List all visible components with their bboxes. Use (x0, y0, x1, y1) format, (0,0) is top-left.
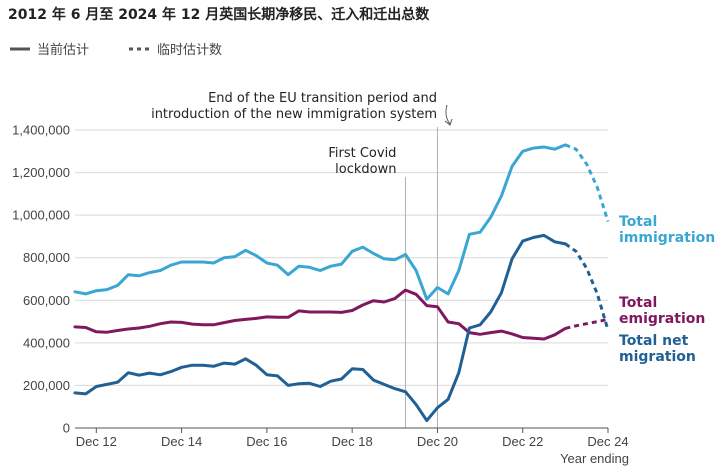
legend-provisional-estimate-label: 临时估计数 (157, 43, 222, 58)
eu-annotation-arrowhead (444, 118, 453, 126)
eu-annotation-line2: introduction of the new immigration syst… (151, 107, 437, 122)
axes: 0 200,000 400,000 600,000 800,000 1,000,000 1,… (12, 123, 629, 467)
series-line-emigration-provisional (565, 317, 609, 330)
y-tick-label: 400,000 (23, 335, 70, 350)
series-line-emigration (73, 288, 567, 341)
x-tick-label: Dec 18 (332, 434, 373, 449)
y-tick-label: 200,000 (23, 378, 70, 393)
x-tick-label: Dec 12 (76, 434, 117, 449)
y-tick-label: 600,000 (23, 293, 70, 308)
x-axis-title: Year ending (560, 451, 629, 466)
series-lines (73, 143, 610, 423)
gridlines (75, 129, 608, 386)
series-line-net-provisional (564, 242, 610, 331)
x-tick-label: Dec 22 (502, 434, 543, 449)
y-tick-label: 1,400,000 (12, 123, 70, 138)
series-label-emigration-line1: Total (619, 295, 657, 311)
chart-title: 2012 年 6 月至 2024 年 12 月英国长期净移民、迁入和迁出总数 (8, 6, 430, 23)
covid-annotation-line1: First Covid (328, 146, 396, 161)
legend-current-estimate-label: 当前估计 (37, 42, 89, 58)
covid-annotation-line2: lockdown (335, 162, 396, 177)
series-label-immigration-line1: Total (619, 214, 657, 230)
x-tick-label: Dec 16 (246, 434, 287, 449)
y-tick-label: 1,000,000 (12, 208, 70, 223)
eu-annotation-arrow (445, 104, 451, 125)
series-line-immigration (73, 143, 567, 301)
series-line-net (73, 233, 567, 423)
x-tick-label: Dec 20 (417, 434, 458, 449)
series-label-emigration-line2: emigration (619, 311, 705, 327)
series-label-net-line1: Total net (619, 333, 689, 349)
series-line-immigration-provisional (564, 143, 610, 222)
x-tick-label: Dec 24 (587, 434, 628, 449)
eu-annotation-line1: End of the EU transition period and (208, 91, 437, 106)
series-label-immigration-line2: immigration (619, 230, 715, 246)
y-tick-label: 0 (63, 421, 70, 436)
x-tick-label: Dec 14 (161, 434, 202, 449)
y-tick-label: 800,000 (23, 250, 70, 265)
y-tick-label: 1,200,000 (12, 165, 70, 180)
legend: 当前估计 临时估计数 (10, 42, 222, 58)
series-label-net-line2: migration (619, 349, 696, 365)
